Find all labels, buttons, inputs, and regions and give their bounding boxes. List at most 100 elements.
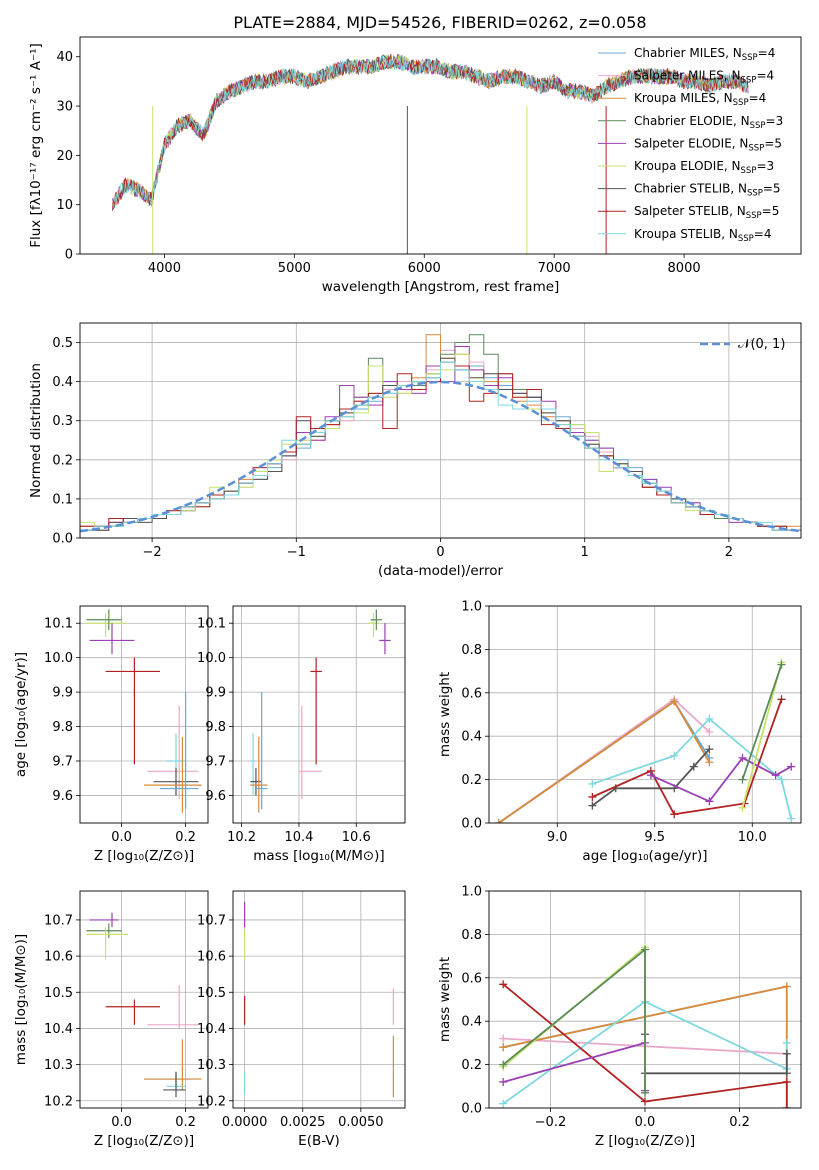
legend-label-tail: =4 <box>754 227 772 241</box>
x-tick-label: 10.6 <box>342 830 371 845</box>
axes-frame <box>488 605 802 824</box>
y-tick-label: 10.7 <box>197 913 226 928</box>
legend-label-sub: SSP <box>741 166 757 176</box>
y-tick-label: 0.4 <box>461 730 482 745</box>
weight-line-chabrier-elodie <box>741 664 783 780</box>
x-tick-label: 7000 <box>538 261 571 276</box>
errorbar-point <box>370 609 383 631</box>
y-tick-label: 10.2 <box>44 1094 73 1109</box>
weight-marker <box>705 758 714 767</box>
weight-marker <box>588 801 597 810</box>
legend-label-sub: SSP <box>733 98 749 108</box>
legend-label-tail: =4 <box>749 91 767 105</box>
legend-label-main: Chabrier ELODIE, N <box>634 114 750 128</box>
axes-frame <box>488 890 802 1109</box>
weight-marker <box>499 1043 508 1052</box>
legend-label-main: Chabrier MILES, N <box>634 46 742 60</box>
x-axis-label: Z [log₁₀(Z/Z⊙)] <box>94 848 194 864</box>
x-axis-label: mass [log₁₀(M/M⊙)] <box>253 848 384 864</box>
errorbar-point <box>89 623 135 655</box>
y-tick-label: 10.1 <box>44 617 73 632</box>
y-tick-label: 1.0 <box>461 885 482 900</box>
y-tick-label: 10.5 <box>197 986 226 1001</box>
axes-weight_vs_age: 9.0 9.5 10.0 0.0 0.2 0.4 0.6 0.8 1.0 age [log₁₀(a… <box>437 600 802 864</box>
x-tick-label: 8000 <box>668 261 701 276</box>
weight-marker <box>787 762 796 771</box>
weight-marker <box>689 762 698 771</box>
errorbars <box>86 609 202 813</box>
weight-marker <box>782 1038 791 1047</box>
axes-frame <box>79 322 802 539</box>
x-tick-label: 0.0 <box>111 830 132 845</box>
y-tick-label: 0.2 <box>461 1058 482 1073</box>
y-tick-label: 1.0 <box>461 600 482 615</box>
x-tick-label: 0.0050 <box>338 1115 384 1130</box>
axes-age_vs_mass: 10.2 10.4 10.6 9.6 9.7 9.8 9.9 10.0 10.1 mass [lo… <box>197 605 406 864</box>
errorbars <box>250 609 391 813</box>
axes-mass_vs_Z: 0.0 0.2 10.2 10.3 10.4 10.5 10.6 10.7 Z [log₁₀(Z… <box>13 890 209 1149</box>
errorbar-point <box>250 767 262 796</box>
legend-label-main: Salpeter STELIB, N <box>634 204 746 218</box>
y-tick-label: 10.6 <box>197 950 226 965</box>
y-tick-label: 9.9 <box>52 686 73 701</box>
weight-marker <box>670 751 679 760</box>
axes-weight_vs_Z: −0.2 0.0 0.2 0.0 0.2 0.4 0.6 0.8 1.0 Z [log₁₀(Z/Z… <box>437 885 802 1149</box>
y-tick-label: 40 <box>56 50 73 65</box>
y-tick-label: 0.8 <box>461 928 482 943</box>
weight-marker <box>641 1088 649 1097</box>
weight-line-chabrier-stelib <box>644 1034 788 1075</box>
errorbar-point <box>379 623 391 655</box>
normal-curve <box>80 380 801 533</box>
x-tick-label: 1 <box>581 545 589 560</box>
y-tick-label: 0.4 <box>52 375 73 390</box>
weight-marker <box>738 775 747 784</box>
x-tick-label: 0 <box>436 545 444 560</box>
x-tick-label: 9.5 <box>644 830 665 845</box>
x-axis-label: age [log₁₀(age/yr)] <box>582 848 707 864</box>
x-tick-label: 0.0 <box>635 1115 656 1130</box>
weight-marker <box>782 1077 791 1086</box>
x-tick-label: 6000 <box>408 261 441 276</box>
errorbar-point <box>255 692 268 810</box>
legend-label-main: Kroupa MILES, N <box>634 91 733 105</box>
legend-label-sub: SSP <box>741 76 757 86</box>
legend-label-tail: =5 <box>762 204 780 218</box>
x-tick-label: −0.2 <box>535 1115 567 1130</box>
y-tick-label: 10.5 <box>44 986 73 1001</box>
errorbars <box>86 912 202 1098</box>
y-axis-label: mass weight <box>437 672 453 757</box>
legend-label-main: Salpeter ELODIE, N <box>634 136 748 150</box>
y-tick-label: 0.8 <box>461 643 482 658</box>
weight-marker <box>738 803 747 812</box>
x-tick-label: 10.4 <box>284 830 313 845</box>
x-tick-label: 0.2 <box>175 1115 196 1130</box>
weight-marker <box>499 1099 508 1108</box>
legend-label-main: Kroupa STELIB, N <box>634 227 738 241</box>
errorbar-point <box>144 736 202 813</box>
errorbar-point <box>86 927 128 960</box>
legend-label-tail: =5 <box>763 182 781 196</box>
legend-label-sub: SSP <box>746 211 762 221</box>
errorbar-point <box>367 612 380 637</box>
errorbar-point <box>86 923 122 939</box>
weight-marker <box>782 1049 791 1058</box>
y-tick-label: 10 <box>56 198 73 213</box>
errorbar-point <box>163 1071 186 1098</box>
weight-lines <box>494 658 796 823</box>
y-tick-label: 10.6 <box>44 950 73 965</box>
axes-mass_vs_ebv: 0.0000 0.0025 0.0050 10.2 10.3 10.4 10.5 10.6 10… <box>197 890 406 1149</box>
weight-marker <box>641 1097 649 1106</box>
spectrum-lines <box>112 53 749 254</box>
legend-label-sub: SSP <box>748 143 764 153</box>
errorbar-point <box>105 999 160 1025</box>
axes-residuals: −2 −1 0 1 2 0.0 0.1 0.2 0.3 0.4 0.5 (data-model)/er… <box>28 322 802 579</box>
y-tick-label: 0 <box>65 248 73 263</box>
y-tick-label: 9.8 <box>205 720 226 735</box>
y-tick-label: 10.3 <box>44 1058 73 1073</box>
weight-marker <box>782 1069 791 1078</box>
weight-marker <box>499 1060 508 1069</box>
y-tick-label: 9.6 <box>52 789 73 804</box>
legend-label: Salpeter MILES, NSSP=4 <box>634 69 774 86</box>
x-tick-label: 0.0025 <box>280 1115 326 1130</box>
plots-layer: 4000 5000 6000 7000 8000010203040wavelength … <box>13 36 802 1149</box>
